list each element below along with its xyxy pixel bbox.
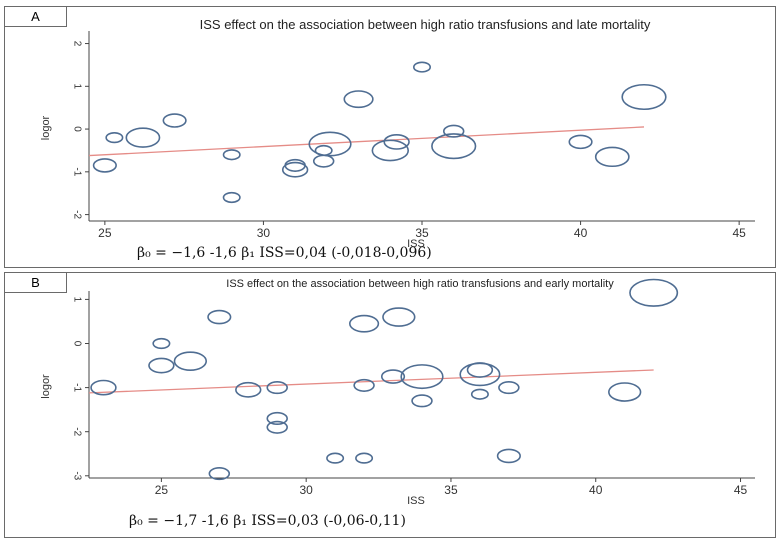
chart-b-bubble: [498, 381, 520, 395]
chart-b: ISS effect on the association between hi…: [40, 278, 755, 507]
chart-b-bubble: [148, 357, 175, 374]
chart-a-title: ISS effect on the association between hi…: [200, 17, 651, 32]
chart-b-bubble: [208, 467, 231, 481]
chart-b-bubble: [400, 364, 444, 390]
chart-a-y-tick-label: 0: [71, 126, 82, 132]
chart-a-bubble: [383, 133, 410, 150]
chart-a-y-tick-label: 2: [71, 41, 82, 47]
chart-a-x-tick-label: 45: [732, 226, 746, 240]
panel-a-frame: A ISS effect on the association between …: [4, 6, 776, 268]
chart-b-y-tick-label: -2: [71, 427, 82, 436]
chart-a-x-label: ISS: [407, 238, 425, 250]
chart-a-bubble: [222, 191, 241, 204]
chart-a-bubble: [125, 127, 161, 148]
chart-a-x-tick-label: 30: [257, 226, 271, 240]
chart-b-bubble: [266, 411, 288, 426]
chart-a-x-tick-label: 25: [98, 226, 112, 240]
chart-a-bubble: [281, 161, 309, 178]
chart-b-bubble: [355, 452, 374, 464]
chart-a-x-tick-label: 35: [415, 226, 429, 240]
chart-a-bubble: [308, 131, 352, 157]
chart-b-bubble: [326, 452, 345, 464]
chart-a-bubble: [594, 146, 630, 168]
chart-b-bubble: [382, 307, 416, 327]
chart-a-bubble: [284, 158, 306, 172]
chart-a-bubble: [162, 113, 187, 128]
chart-b-x-tick-label: 30: [299, 483, 313, 497]
panel-a-formula: β₀ = −1,6 -1,6 β₁ ISS=0,04 (-0,018-0,096…: [137, 245, 432, 261]
chart-b-y-tick-label: 1: [71, 297, 82, 303]
chart-b-bubble: [266, 420, 288, 434]
chart-a-y-label: logor: [40, 115, 52, 140]
chart-b-bubble: [266, 381, 288, 395]
chart-a-bubble: [568, 134, 593, 150]
chart-a: ISS effect on the association between hi…: [40, 17, 755, 250]
chart-b-x-tick-label: 45: [734, 483, 748, 497]
chart-b-bubble: [173, 351, 208, 371]
panel-b-frame: B ISS effect on the association between …: [4, 272, 776, 538]
chart-a-bubble: [92, 158, 117, 173]
chart-a-bubble: [442, 124, 465, 138]
chart-b-x-tick-label: 25: [155, 483, 169, 497]
chart-a-y-tick-label: -1: [71, 167, 82, 176]
chart-b-bubble: [466, 362, 494, 378]
chart-a-bubble: [412, 61, 431, 73]
panel-b-label: B: [5, 273, 67, 293]
chart-b-y-tick-label: -3: [71, 471, 82, 480]
panel-a-label: A: [5, 7, 67, 27]
chart-b-bubble: [459, 362, 501, 387]
chart-b-bubble: [235, 381, 262, 398]
chart-b-bubble: [411, 394, 433, 408]
chart-b-bubble: [90, 379, 117, 396]
chart-a-bubble: [431, 133, 477, 160]
chart-b-y-tick-label: -1: [71, 383, 82, 392]
chart-b-title: ISS effect on the association between hi…: [226, 278, 614, 290]
chart-b-bubble: [348, 314, 380, 333]
chart-a-bubble: [621, 83, 667, 111]
chart-a-bubble: [343, 90, 374, 109]
chart-b-bubble: [470, 388, 489, 400]
chart-a-bubble: [222, 149, 241, 161]
chart-b-bubble: [353, 378, 375, 392]
chart-a-bubble: [312, 154, 335, 168]
chart-b-bubble: [629, 278, 679, 307]
chart-b-bubble: [152, 337, 171, 350]
chart-b-x-tick-label: 35: [444, 483, 458, 497]
chart-b-bubble: [608, 382, 642, 402]
chart-a-fit-line: [88, 126, 645, 157]
chart-b-y-label: logor: [40, 374, 52, 399]
chart-b-x-tick-label: 40: [589, 483, 603, 497]
chart-a-y-tick-label: 1: [71, 84, 82, 90]
chart-b-bubble: [380, 369, 406, 384]
chart-b-bubble: [496, 448, 521, 464]
chart-b-bubble: [207, 309, 232, 325]
chart-a-x-tick-label: 40: [574, 226, 588, 240]
chart-a-bubble: [105, 132, 124, 144]
chart-a-bubble: [371, 139, 410, 162]
chart-b-y-tick-label: 0: [71, 341, 82, 347]
chart-b-x-label: ISS: [407, 495, 425, 507]
panel-b-formula: β₀ = −1,7 -1,6 β₁ ISS=0,03 (-0,06-0,11): [129, 513, 406, 529]
chart-a-y-tick-label: -2: [71, 210, 82, 219]
